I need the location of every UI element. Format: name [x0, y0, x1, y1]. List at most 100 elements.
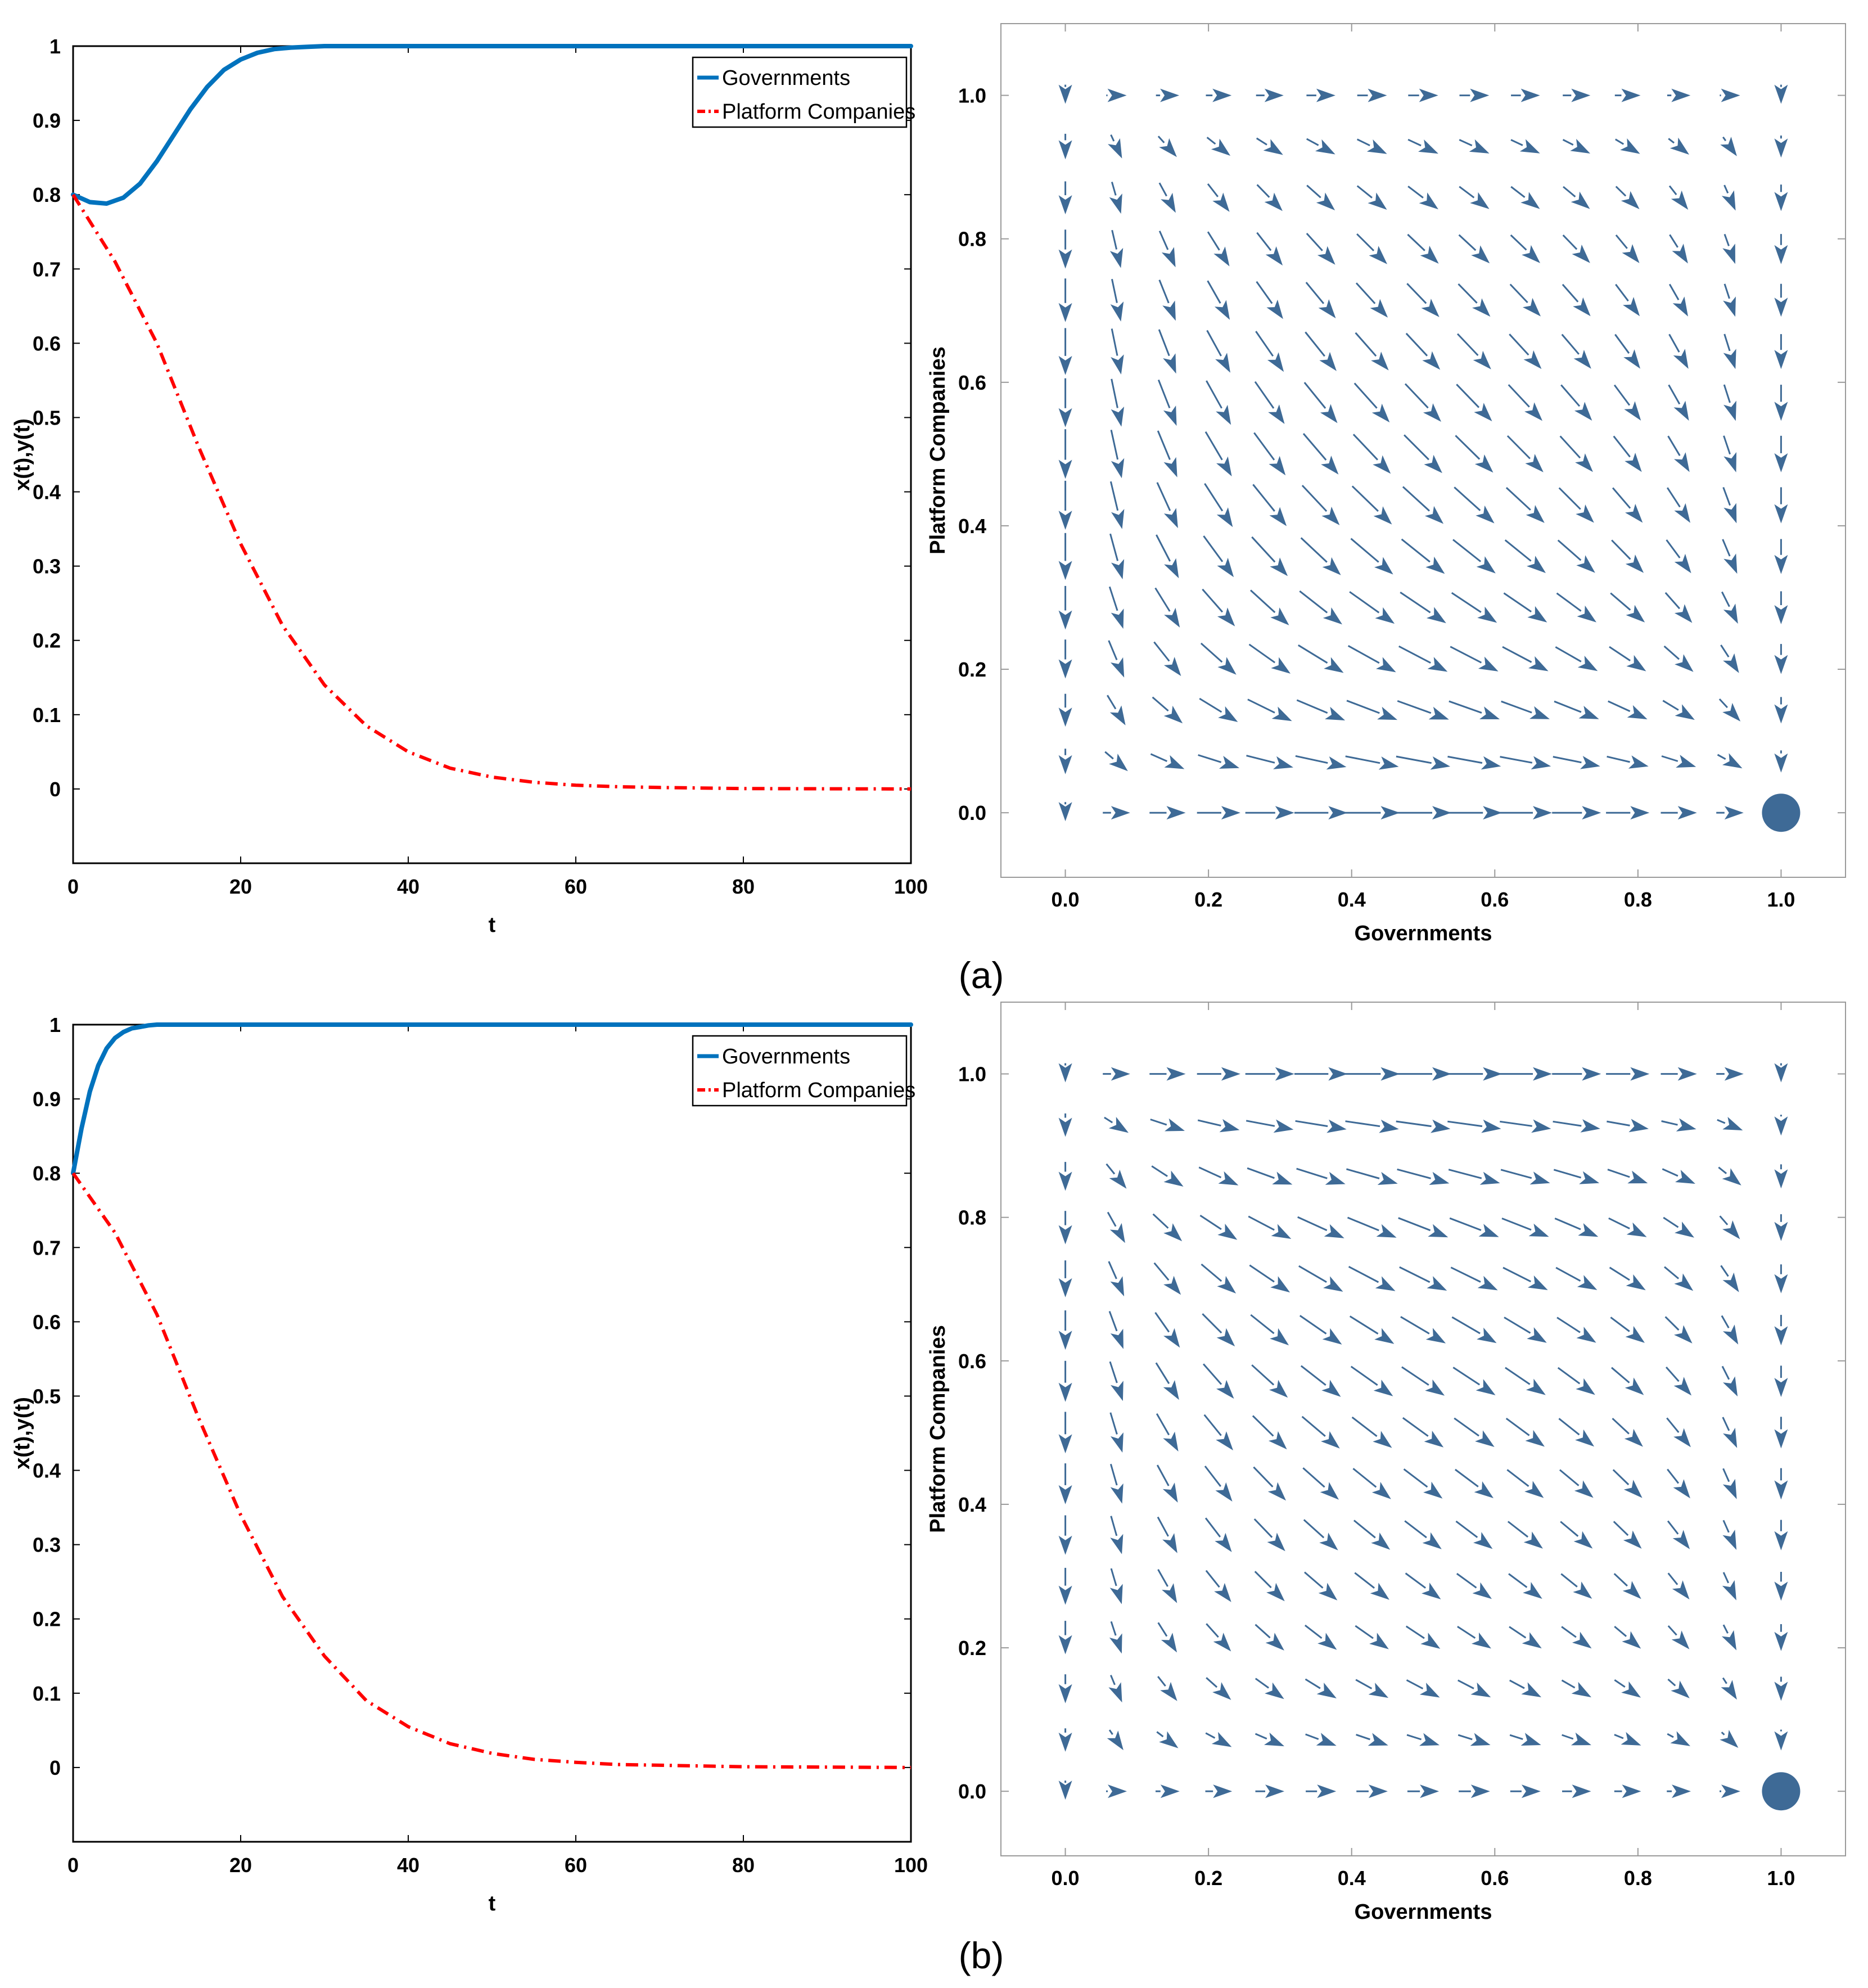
field-arrow-shaft	[1607, 755, 1630, 763]
field-arrow-shaft	[1456, 333, 1479, 357]
field-arrow-head	[1673, 1377, 1692, 1396]
field-arrow-head	[1674, 1273, 1694, 1291]
field-arrow-head	[1723, 503, 1737, 524]
field-arrow-shaft	[1502, 1266, 1531, 1283]
field-arrow-shaft	[1150, 753, 1168, 762]
field-arrow-head	[1674, 553, 1691, 574]
field-arrow-shaft	[1111, 182, 1117, 196]
field-arrow-head	[1674, 452, 1690, 472]
field-arrow-head	[1526, 1378, 1546, 1395]
field-arrow-head	[1723, 349, 1736, 369]
field-arrow-head	[1221, 1067, 1240, 1081]
field-arrow-shaft	[1614, 1734, 1624, 1739]
field-arrow-shaft	[1719, 1215, 1729, 1225]
field-arrow-shaft	[1397, 1168, 1431, 1179]
field-arrow-shaft	[1200, 642, 1223, 663]
field-arrow-shaft	[1722, 1468, 1730, 1482]
field-arrow-head	[1674, 503, 1690, 523]
field-arrow-shaft	[1111, 278, 1118, 303]
field-arrow-head	[1572, 244, 1590, 263]
field-arrow-head	[1477, 606, 1497, 623]
field-arrow-head	[1162, 1482, 1178, 1503]
field-arrow-head	[1422, 1583, 1441, 1599]
y-axis-label: x(t),y(t)	[11, 418, 34, 491]
field-arrow-shaft	[1403, 1468, 1428, 1488]
field-arrow-shaft	[1559, 435, 1581, 459]
field-arrow-head	[1675, 654, 1694, 672]
field-arrow-shaft	[1207, 183, 1219, 197]
field-arrow-shaft	[1206, 1677, 1218, 1688]
field-arrow-head	[1428, 706, 1449, 720]
field-arrow-head	[1216, 507, 1233, 528]
field-arrow-shaft	[1613, 435, 1631, 458]
field-arrow-shaft	[1398, 1217, 1431, 1232]
field-arrow-head	[1422, 351, 1441, 370]
field-arrow-head	[1111, 1381, 1123, 1401]
field-arrow-head	[1275, 806, 1294, 820]
field-arrow-shaft	[1608, 1217, 1630, 1229]
field-arrow-head	[1477, 1275, 1498, 1291]
equilibrium-point	[1762, 1772, 1801, 1811]
field-arrow-shaft	[1351, 1416, 1378, 1437]
field-arrow-head	[1275, 1067, 1294, 1081]
field-arrow-shaft	[1252, 484, 1275, 512]
field-arrow-head	[1370, 299, 1388, 318]
field-arrow-shaft	[1454, 1417, 1479, 1437]
field-arrow-head	[1216, 404, 1231, 425]
field-arrow-head	[1420, 1784, 1440, 1798]
field-arrow-head	[1368, 1784, 1388, 1798]
field-arrow-shaft	[1202, 588, 1224, 613]
field-arrow-shaft	[1553, 1120, 1582, 1127]
field-arrow-head	[1473, 350, 1491, 369]
field-arrow-shaft	[1457, 1626, 1476, 1639]
x-tick-label: 100	[894, 875, 928, 898]
field-arrow-head	[1630, 806, 1650, 820]
field-arrow-shaft	[1249, 589, 1276, 614]
field-arrow-shaft	[1150, 1119, 1167, 1126]
field-arrow-shaft	[1203, 1414, 1222, 1436]
field-arrow-head	[1269, 507, 1287, 526]
field-arrow-head	[1533, 1067, 1552, 1081]
field-arrow-head	[1722, 244, 1735, 264]
field-arrow-head	[1219, 1119, 1240, 1133]
field-arrow-head	[1368, 192, 1387, 210]
field-arrow-shaft	[1458, 283, 1478, 304]
field-arrow-head	[1266, 1583, 1285, 1602]
field-arrow-head	[1672, 296, 1688, 317]
x-tick-label: 0.8	[1624, 1867, 1652, 1890]
field-arrow-shaft	[1158, 280, 1170, 304]
field-arrow-head	[1265, 246, 1283, 266]
field-arrow-shaft	[1615, 283, 1629, 302]
field-arrow-shaft	[1553, 756, 1582, 764]
field-arrow-shaft	[1356, 1734, 1370, 1741]
field-arrow-shaft	[1556, 1317, 1581, 1333]
field-arrow-shaft	[1305, 1733, 1319, 1740]
field-arrow-shaft	[1503, 592, 1532, 612]
field-arrow-head	[1571, 88, 1591, 102]
field-arrow-head	[1577, 605, 1596, 623]
field-arrow-head	[1317, 1633, 1337, 1650]
field-arrow-shaft	[1612, 1469, 1630, 1486]
field-arrow-head	[1677, 806, 1697, 820]
field-arrow-head	[1774, 1682, 1788, 1701]
field-arrow-head	[1058, 1485, 1072, 1504]
field-arrow-head	[1521, 1784, 1541, 1798]
field-arrow-head	[1472, 1582, 1492, 1599]
field-arrow-shaft	[1110, 1516, 1118, 1536]
field-arrow-shaft	[1722, 136, 1727, 142]
field-arrow-head	[1110, 1534, 1123, 1554]
field-arrow-shaft	[1613, 384, 1631, 406]
field-arrow-head	[1427, 657, 1448, 672]
field-arrow-shaft	[1723, 233, 1730, 246]
field-arrow-head	[1423, 1481, 1443, 1499]
field-arrow-head	[1427, 1276, 1447, 1291]
field-arrow-shaft	[1407, 186, 1424, 199]
field-arrow-head	[1723, 296, 1736, 317]
field-arrow-head	[1213, 246, 1230, 267]
y-tick-label: 0.7	[33, 258, 61, 281]
field-arrow-shaft	[1204, 1466, 1221, 1487]
legend-label: Platform Companies	[722, 1079, 915, 1102]
field-arrow-head	[1270, 607, 1289, 625]
field-arrow-head	[1272, 1171, 1293, 1185]
